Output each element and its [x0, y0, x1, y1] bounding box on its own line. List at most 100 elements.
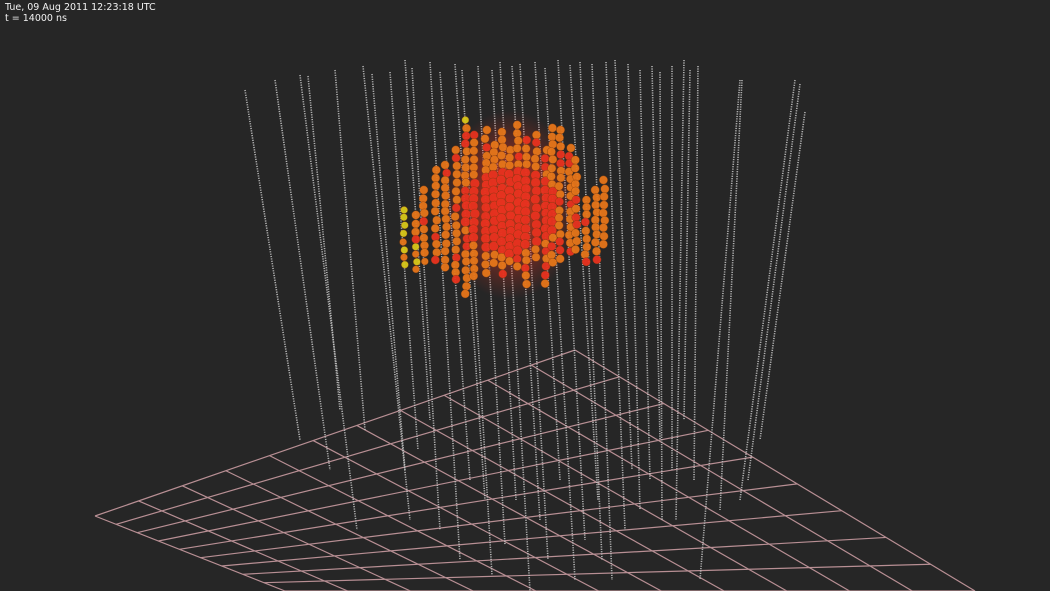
hit-marker [411, 219, 421, 229]
grid-line [400, 409, 725, 591]
hit-marker [505, 256, 514, 266]
hit-marker [469, 170, 479, 180]
hit-marker [480, 233, 491, 244]
hit-marker [461, 131, 471, 141]
hit-marker [461, 116, 470, 124]
hit-marker [440, 246, 450, 256]
hit-marker [430, 255, 440, 265]
hit-marker [522, 279, 531, 289]
hit-marker [600, 184, 610, 194]
hit-marker [452, 169, 462, 179]
hit-marker [497, 151, 506, 160]
hit-marker [451, 253, 461, 263]
detector-string [639, 69, 651, 481]
hit-marker [411, 234, 421, 244]
hit-marker [469, 241, 478, 250]
hit-marker [547, 242, 557, 251]
hit-marker [451, 274, 461, 284]
hit-cluster [399, 116, 610, 299]
hit-marker [497, 135, 507, 145]
hit-marker [599, 200, 609, 210]
hit-marker [440, 160, 450, 170]
detector-string [499, 61, 531, 591]
hit-marker [481, 268, 491, 278]
hit-marker [581, 226, 591, 236]
hit-marker [554, 213, 564, 223]
hit-marker [440, 262, 450, 272]
hit-marker [441, 191, 450, 201]
hit-marker [440, 183, 450, 193]
hit-marker [441, 214, 451, 224]
detector-string [683, 69, 691, 421]
hit-marker [469, 130, 479, 140]
hit-marker [599, 231, 609, 241]
hit-marker [432, 239, 441, 249]
hit-marker [451, 245, 461, 255]
hit-marker [469, 138, 479, 148]
hit-marker [400, 246, 409, 254]
hit-marker [460, 289, 470, 299]
hit-marker [555, 245, 565, 255]
hit-marker [591, 200, 601, 210]
hit-marker [572, 236, 582, 246]
hit-marker [442, 168, 452, 178]
hit-marker [419, 185, 429, 195]
hit-marker [556, 173, 566, 183]
hit-marker [412, 265, 420, 274]
hit-marker [401, 260, 409, 269]
hit-marker [548, 233, 558, 243]
hit-marker [419, 208, 429, 218]
hit-marker [469, 155, 479, 164]
detector-string [307, 75, 341, 411]
hit-marker [411, 243, 420, 251]
hit-marker [440, 206, 450, 216]
detector-string [274, 79, 331, 471]
detector-string [334, 69, 366, 431]
hit-marker [555, 237, 565, 247]
grid-line [115, 376, 620, 525]
hit-marker [512, 120, 522, 130]
hit-marker [451, 203, 461, 213]
grid-line [158, 429, 709, 542]
hit-marker [498, 142, 508, 152]
grid-line [242, 536, 887, 575]
hit-marker [482, 125, 492, 135]
hit-marker [546, 147, 556, 157]
hit-marker [504, 202, 515, 213]
hit-marker [555, 229, 565, 239]
hit-marker [582, 234, 592, 244]
hit-marker [548, 123, 557, 133]
hit-marker [546, 172, 556, 181]
hit-marker [570, 163, 580, 173]
hit-marker [571, 228, 580, 238]
hit-marker [566, 143, 576, 153]
hit-marker [497, 127, 507, 137]
hit-marker [541, 261, 551, 271]
hit-marker [582, 242, 592, 252]
detector-string [659, 71, 663, 521]
hit-marker [530, 210, 541, 221]
hit-marker [451, 153, 461, 163]
hit-marker [592, 246, 601, 256]
grid-line [182, 485, 411, 591]
hit-marker [419, 216, 429, 226]
hit-marker [531, 185, 542, 196]
hit-marker [411, 227, 420, 237]
detector-string [389, 71, 419, 451]
hit-marker [461, 266, 471, 275]
hit-marker [571, 245, 580, 254]
hit-marker [512, 254, 522, 264]
hit-marker [591, 237, 600, 247]
hit-marker [505, 153, 515, 162]
hit-marker [452, 161, 462, 171]
grid-line [225, 470, 474, 591]
hit-marker [452, 236, 462, 246]
detector-string [719, 79, 743, 511]
hit-marker [431, 189, 440, 199]
grid-line [263, 563, 931, 584]
hit-marker [411, 250, 420, 258]
hit-marker [532, 147, 542, 156]
grid-line [312, 440, 599, 591]
